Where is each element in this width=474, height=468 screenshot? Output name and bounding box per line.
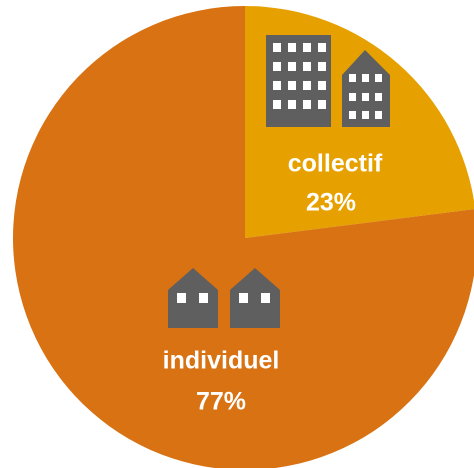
collective-icon xyxy=(266,35,390,127)
slice-label: collectif xyxy=(288,150,383,178)
pie-slice xyxy=(13,6,474,468)
slice-value-label: 23% xyxy=(306,189,356,217)
slice-value-label: 77% xyxy=(196,388,246,416)
individual-icon xyxy=(168,268,280,328)
slice-label: individuel xyxy=(163,347,280,375)
